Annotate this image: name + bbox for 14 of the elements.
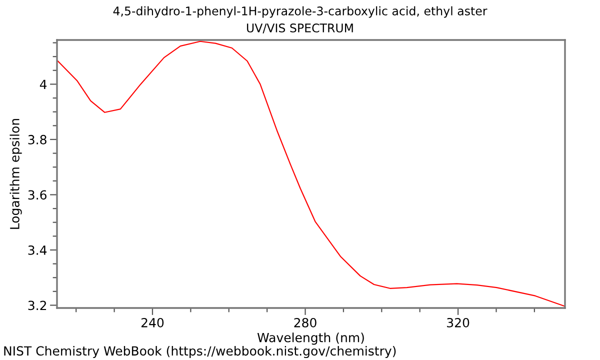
x-axis-title: Wavelength (nm) (257, 332, 364, 345)
chart-title: 4,5-dihydro-1-phenyl-1H-pyrazole-3-carboxylic acid, ethyl aster (113, 6, 488, 18)
y-tick-label: 3.2 (28, 300, 46, 310)
y-tick-label: 3.4 (28, 245, 47, 255)
text: NIST Chemistry WebBook (https://webbook.nist.gov/chemistry) (4, 346, 396, 358)
x-tick-label: 240 (141, 318, 164, 328)
y-tick-label: 4 (40, 80, 47, 89)
y-tick-label: 3.6 (28, 190, 46, 200)
y-tick-label: 3.8 (28, 134, 46, 144)
x-tick-label: 320 (447, 318, 470, 328)
chart-subtitle: UV/VIS SPECTRUM (247, 23, 353, 34)
line-series (57, 40, 565, 307)
x-tick-label: 280 (294, 318, 316, 328)
y-axis-title: Logarithm epsilon (10, 118, 22, 229)
